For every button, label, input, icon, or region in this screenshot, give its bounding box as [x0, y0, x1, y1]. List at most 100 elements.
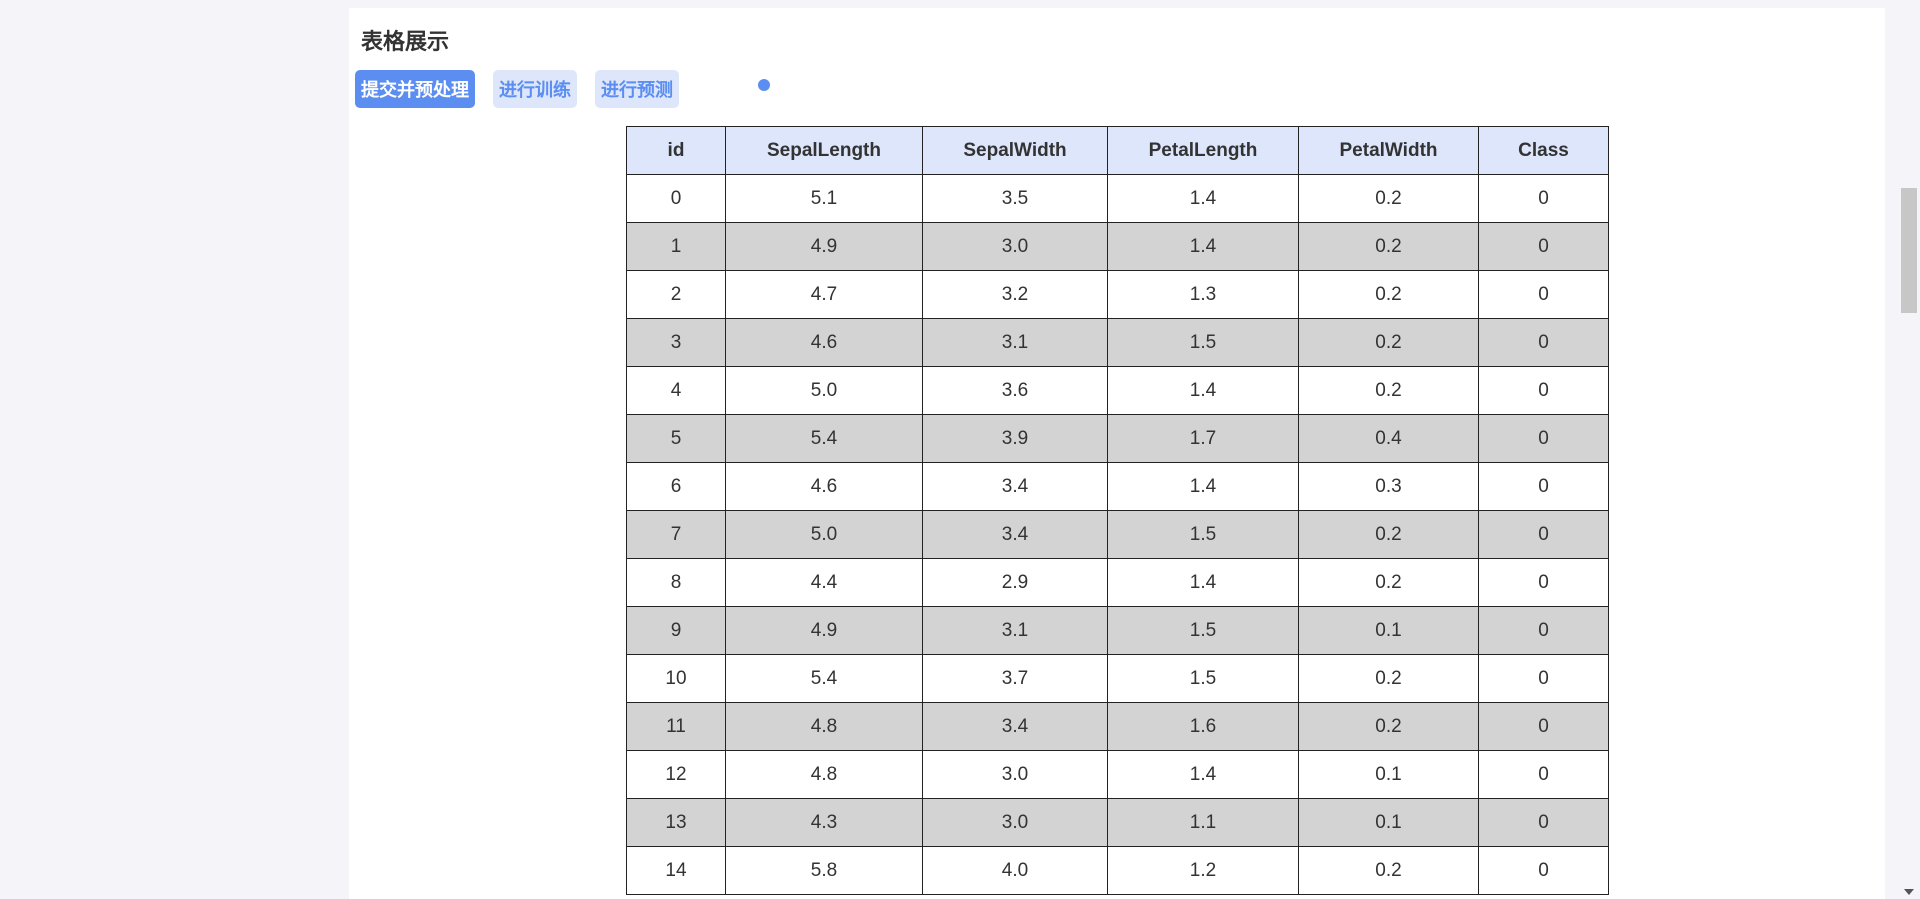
- cell-class: 0: [1478, 366, 1609, 415]
- vertical-scrollbar[interactable]: [1899, 0, 1920, 899]
- cell-petal-width: 0.2: [1298, 846, 1479, 895]
- cell-sepal-width: 3.2: [922, 270, 1108, 319]
- cell-id: 14: [626, 846, 726, 895]
- cell-petal-length: 1.5: [1107, 510, 1299, 559]
- predict-button[interactable]: 进行预测: [595, 70, 679, 108]
- table-row: 8 4.4 2.9 1.4 0.2 0: [626, 558, 1609, 607]
- cell-id: 6: [626, 462, 726, 511]
- cell-id: 4: [626, 366, 726, 415]
- cell-petal-width: 0.3: [1298, 462, 1479, 511]
- cell-sepal-length: 4.4: [725, 558, 923, 607]
- scrollbar-thumb[interactable]: [1901, 188, 1917, 313]
- train-button[interactable]: 进行训练: [493, 70, 577, 108]
- cell-sepal-length: 4.7: [725, 270, 923, 319]
- cell-petal-length: 1.4: [1107, 750, 1299, 799]
- cell-id: 9: [626, 606, 726, 655]
- cell-petal-width: 0.2: [1298, 702, 1479, 751]
- cell-id: 2: [626, 270, 726, 319]
- cell-class: 0: [1478, 270, 1609, 319]
- cell-petal-length: 1.5: [1107, 318, 1299, 367]
- cell-id: 11: [626, 702, 726, 751]
- cell-sepal-width: 3.1: [922, 318, 1108, 367]
- cell-class: 0: [1478, 606, 1609, 655]
- cell-sepal-width: 3.7: [922, 654, 1108, 703]
- cell-sepal-width: 2.9: [922, 558, 1108, 607]
- column-header-sepal-width: SepalWidth: [922, 126, 1108, 175]
- cell-id: 8: [626, 558, 726, 607]
- cell-class: 0: [1478, 702, 1609, 751]
- cell-petal-width: 0.2: [1298, 366, 1479, 415]
- cell-petal-width: 0.1: [1298, 750, 1479, 799]
- cell-class: 0: [1478, 798, 1609, 847]
- cell-petal-length: 1.2: [1107, 846, 1299, 895]
- table-row: 11 4.8 3.4 1.6 0.2 0: [626, 702, 1609, 751]
- cell-petal-width: 0.1: [1298, 798, 1479, 847]
- cell-sepal-length: 4.3: [725, 798, 923, 847]
- column-header-petal-length: PetalLength: [1107, 126, 1299, 175]
- section-title: 表格展示: [361, 30, 450, 55]
- cell-sepal-length: 4.8: [725, 750, 923, 799]
- cell-petal-width: 0.1: [1298, 606, 1479, 655]
- cell-id: 1: [626, 222, 726, 271]
- cell-sepal-length: 4.6: [725, 318, 923, 367]
- cell-sepal-width: 3.0: [922, 798, 1108, 847]
- cell-petal-length: 1.4: [1107, 366, 1299, 415]
- table-row: 7 5.0 3.4 1.5 0.2 0: [626, 510, 1609, 559]
- cell-sepal-width: 3.4: [922, 510, 1108, 559]
- table-row: 4 5.0 3.6 1.4 0.2 0: [626, 366, 1609, 415]
- cell-petal-length: 1.1: [1107, 798, 1299, 847]
- column-header-sepal-length: SepalLength: [725, 126, 923, 175]
- table-row: 1 4.9 3.0 1.4 0.2 0: [626, 222, 1609, 271]
- cell-petal-length: 1.7: [1107, 414, 1299, 463]
- cell-sepal-length: 4.8: [725, 702, 923, 751]
- table-row: 9 4.9 3.1 1.5 0.1 0: [626, 606, 1609, 655]
- cell-sepal-width: 4.0: [922, 846, 1108, 895]
- cell-petal-length: 1.5: [1107, 654, 1299, 703]
- cell-id: 7: [626, 510, 726, 559]
- cell-sepal-length: 5.0: [725, 510, 923, 559]
- cell-class: 0: [1478, 654, 1609, 703]
- submit-preprocess-button[interactable]: 提交并预处理: [355, 70, 475, 108]
- cell-sepal-width: 3.6: [922, 366, 1108, 415]
- cell-sepal-length: 5.4: [725, 414, 923, 463]
- cell-petal-width: 0.2: [1298, 174, 1479, 223]
- cell-petal-width: 0.2: [1298, 654, 1479, 703]
- cell-sepal-length: 5.1: [725, 174, 923, 223]
- table-row: 5 5.4 3.9 1.7 0.4 0: [626, 414, 1609, 463]
- cell-class: 0: [1478, 750, 1609, 799]
- data-table-container: id SepalLength SepalWidth PetalLength Pe…: [626, 126, 1609, 895]
- cell-petal-length: 1.4: [1107, 222, 1299, 271]
- toolbar: 提交并预处理 进行训练 进行预测: [355, 70, 697, 108]
- status-dot-icon: [758, 79, 770, 91]
- content-card: 表格展示 提交并预处理 进行训练 进行预测 id SepalLength Sep…: [349, 8, 1885, 899]
- cell-id: 13: [626, 798, 726, 847]
- cell-class: 0: [1478, 846, 1609, 895]
- cell-sepal-length: 5.8: [725, 846, 923, 895]
- cell-petal-length: 1.4: [1107, 462, 1299, 511]
- table-row: 13 4.3 3.0 1.1 0.1 0: [626, 798, 1609, 847]
- table-row: 3 4.6 3.1 1.5 0.2 0: [626, 318, 1609, 367]
- scroll-down-arrow-icon[interactable]: [1904, 889, 1914, 895]
- cell-sepal-length: 4.9: [725, 606, 923, 655]
- cell-sepal-width: 3.0: [922, 750, 1108, 799]
- cell-sepal-width: 3.1: [922, 606, 1108, 655]
- cell-class: 0: [1478, 174, 1609, 223]
- table-row: 10 5.4 3.7 1.5 0.2 0: [626, 654, 1609, 703]
- cell-class: 0: [1478, 414, 1609, 463]
- cell-class: 0: [1478, 558, 1609, 607]
- cell-id: 0: [626, 174, 726, 223]
- data-table: id SepalLength SepalWidth PetalLength Pe…: [626, 126, 1609, 895]
- column-header-class: Class: [1478, 126, 1609, 175]
- cell-petal-length: 1.4: [1107, 558, 1299, 607]
- column-header-petal-width: PetalWidth: [1298, 126, 1479, 175]
- cell-petal-width: 0.2: [1298, 222, 1479, 271]
- cell-petal-length: 1.5: [1107, 606, 1299, 655]
- cell-sepal-length: 5.0: [725, 366, 923, 415]
- cell-sepal-width: 3.0: [922, 222, 1108, 271]
- cell-sepal-width: 3.5: [922, 174, 1108, 223]
- cell-sepal-length: 4.9: [725, 222, 923, 271]
- cell-id: 12: [626, 750, 726, 799]
- cell-class: 0: [1478, 318, 1609, 367]
- cell-sepal-length: 5.4: [725, 654, 923, 703]
- cell-id: 3: [626, 318, 726, 367]
